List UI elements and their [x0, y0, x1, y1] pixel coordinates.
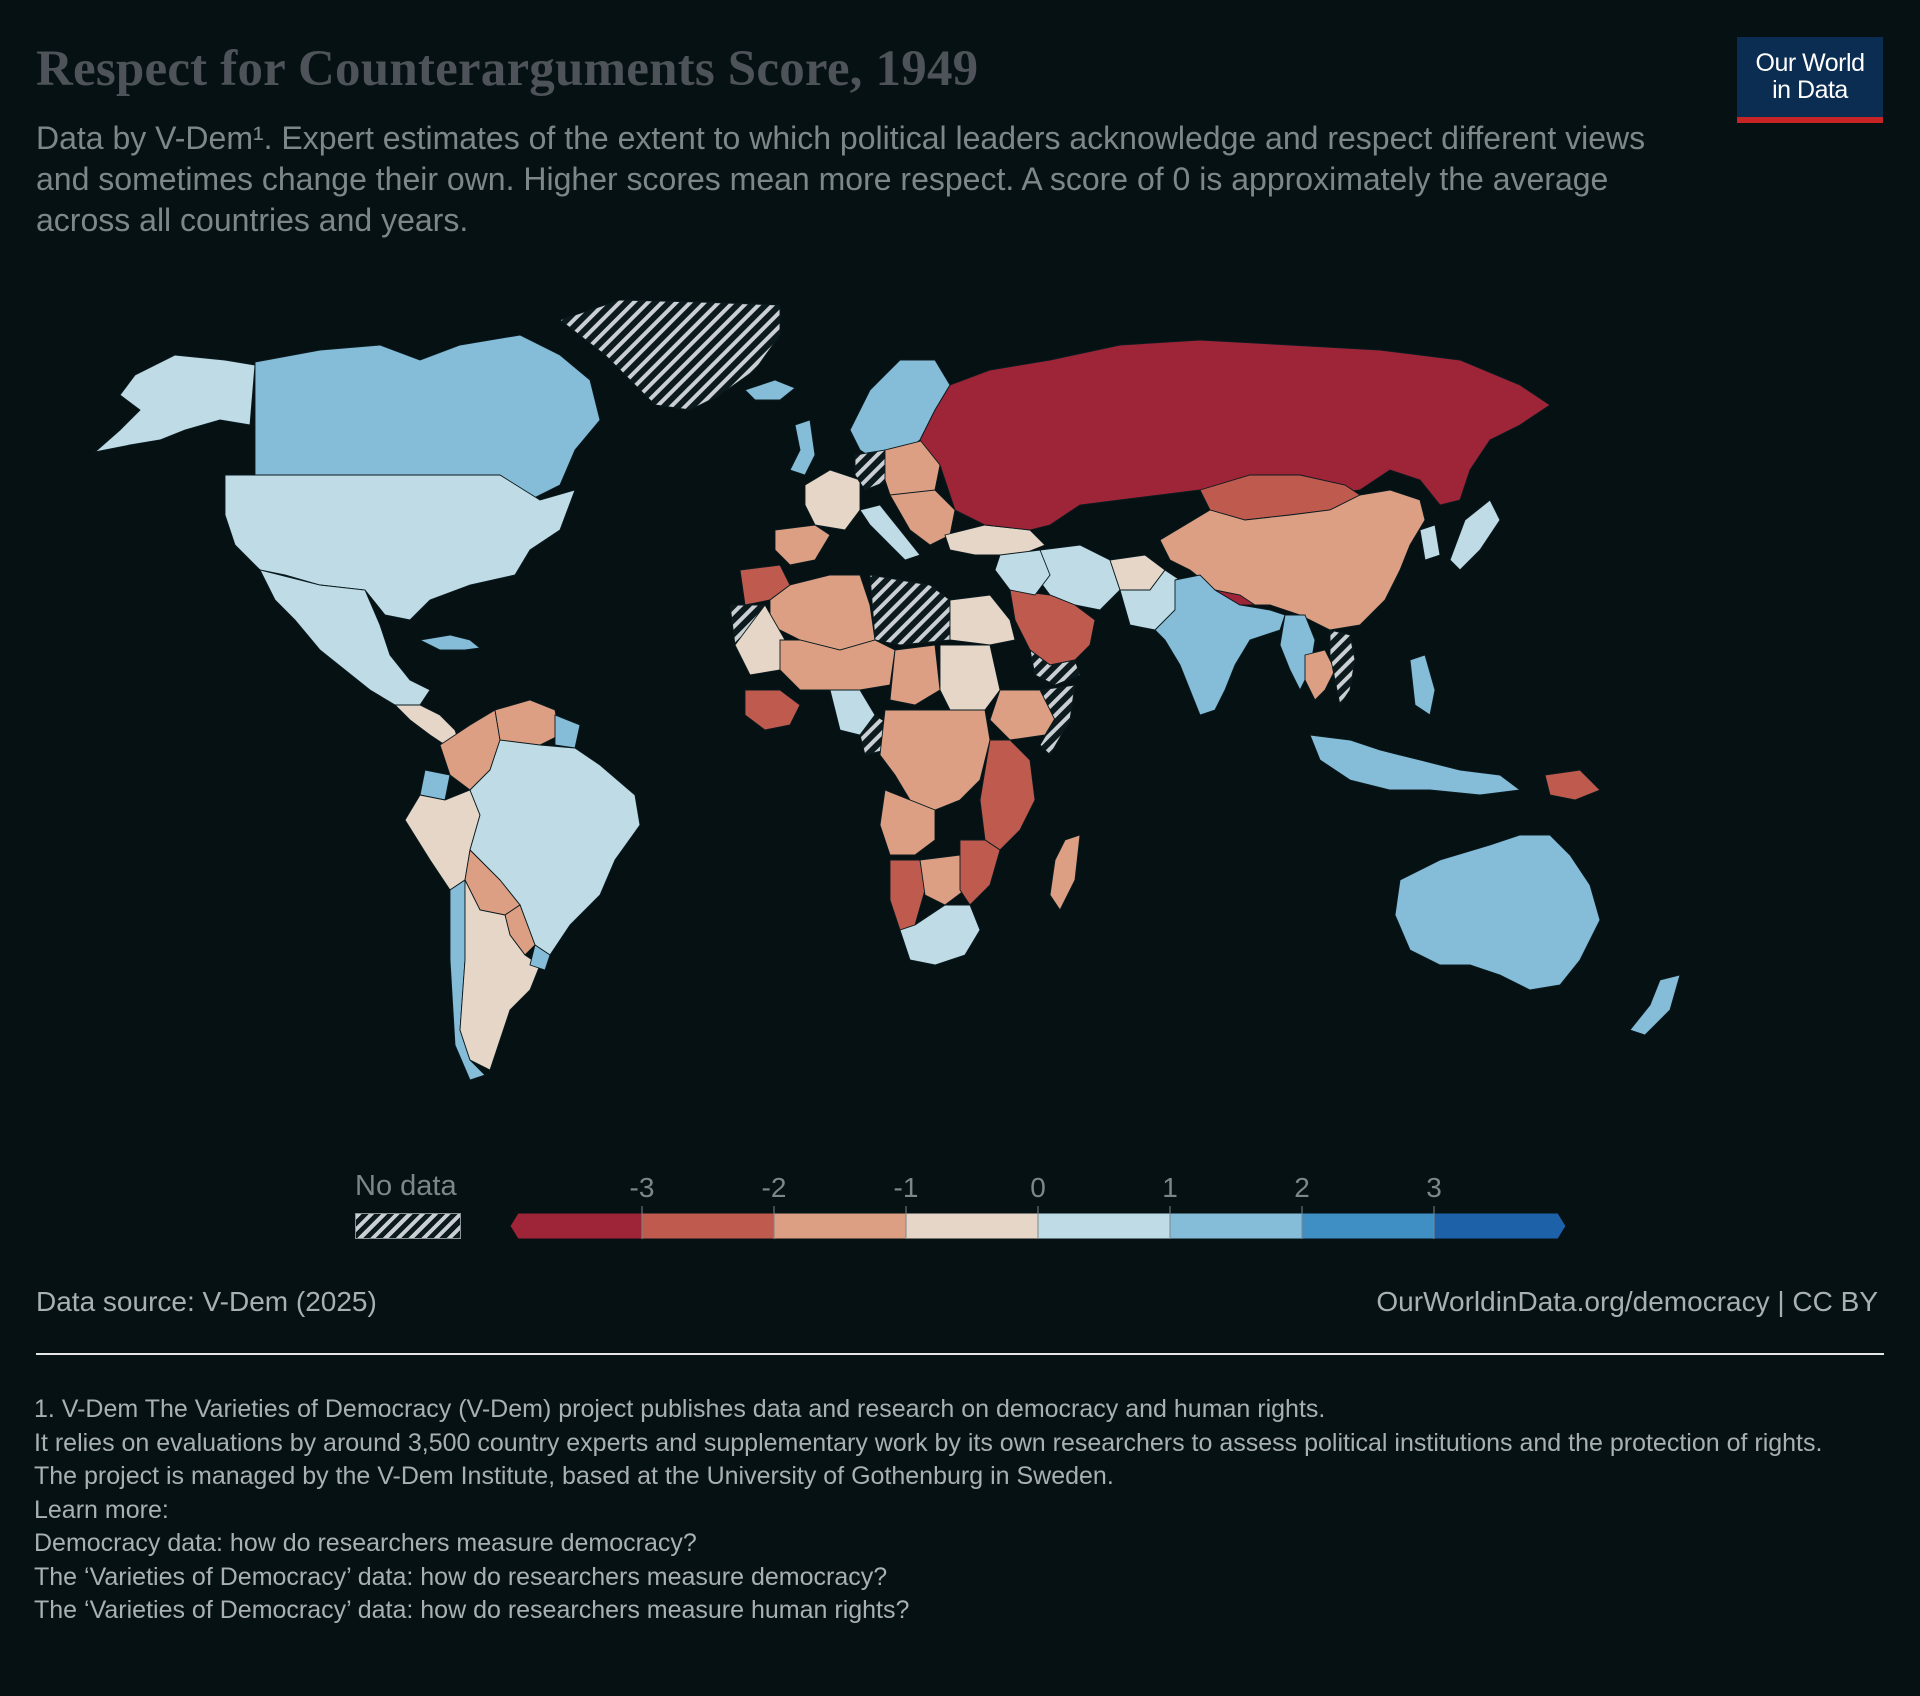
region-guyana[interactable]: [554, 714, 581, 749]
region-australia[interactable]: [1394, 834, 1601, 991]
footnote-2: It relies on evaluations by around 3,500…: [34, 1428, 1823, 1457]
region-united-states[interactable]: [224, 474, 576, 621]
region-argentina[interactable]: [459, 879, 541, 1071]
region-east-africa[interactable]: [979, 739, 1036, 851]
region-somalia[interactable]: [1039, 684, 1076, 756]
region-cuba[interactable]: [418, 634, 482, 651]
region-central-africa[interactable]: [879, 709, 991, 811]
region-botswana[interactable]: [919, 854, 966, 906]
region-germany[interactable]: [854, 449, 891, 491]
region-chad[interactable]: [889, 644, 941, 706]
region-iceland[interactable]: [744, 379, 796, 401]
legend-bin-8[interactable]: [1433, 1212, 1567, 1240]
data-source: Data source: V-Dem (2025): [36, 1286, 377, 1317]
legend-no-data-label: No data: [355, 1170, 457, 1202]
footer-divider: [36, 1353, 1884, 1355]
region-mozambique[interactable]: [959, 839, 1001, 906]
region-yemen[interactable]: [1029, 648, 1081, 686]
region-sudan[interactable]: [939, 644, 1001, 711]
legend-tick-label: -1: [894, 1172, 919, 1203]
region-philippines[interactable]: [1409, 654, 1436, 716]
world-map: [93, 299, 1681, 1081]
footnote-3: The project is managed by the V-Dem Inst…: [34, 1462, 1114, 1490]
region-uk[interactable]: [789, 419, 816, 476]
region-west-coast[interactable]: [744, 689, 801, 731]
footnote-link-2[interactable]: The ‘Varieties of Democracy’ data: how d…: [34, 1562, 888, 1591]
region-egypt[interactable]: [949, 594, 1016, 646]
region-vietnam[interactable]: [1329, 629, 1356, 707]
legend-bin-3[interactable]: [773, 1212, 907, 1240]
legend-bin-1[interactable]: [509, 1212, 643, 1240]
chart-title: Respect for Counterarguments Score, 1949: [36, 41, 979, 97]
region-new-zealand[interactable]: [1629, 974, 1681, 1036]
region-alaska[interactable]: [93, 354, 256, 453]
region-nepal[interactable]: [1214, 589, 1257, 606]
region-spain[interactable]: [774, 524, 831, 566]
region-france[interactable]: [804, 469, 861, 531]
region-angola[interactable]: [879, 789, 936, 856]
region-thailand[interactable]: [1304, 649, 1336, 701]
region-indonesia[interactable]: [1309, 734, 1522, 796]
region-greenland[interactable]: [559, 299, 781, 411]
legend-tick-label: 0: [1030, 1172, 1046, 1203]
legend-tick-label: 3: [1426, 1172, 1442, 1203]
footnotes: 1. V-Dem The Varieties of Democracy (V-D…: [34, 1393, 1884, 1628]
source-url[interactable]: OurWorldinData.org/democracy | CC BY: [1376, 1286, 1878, 1317]
region-papua-new-guinea[interactable]: [1544, 769, 1601, 801]
legend-tick-label: 1: [1162, 1172, 1178, 1203]
region-libya[interactable]: [869, 574, 951, 646]
legend-no-data-swatch[interactable]: [355, 1213, 461, 1239]
region-namibia[interactable]: [889, 859, 926, 931]
region-arabia[interactable]: [1009, 589, 1096, 666]
region-italy[interactable]: [859, 504, 921, 561]
footnote-link-3[interactable]: The ‘Varieties of Democracy’ data: how d…: [34, 1596, 910, 1624]
legend-bin-4[interactable]: [905, 1212, 1039, 1240]
legend-tick-label: 2: [1294, 1172, 1310, 1203]
legend-bin-5[interactable]: [1037, 1212, 1171, 1240]
region-uruguay[interactable]: [529, 944, 551, 971]
region-japan[interactable]: [1449, 499, 1501, 571]
legend-tick-label: -3: [630, 1172, 655, 1203]
region-south-africa[interactable]: [899, 904, 981, 966]
region-madagascar[interactable]: [1049, 834, 1081, 911]
region-iraq-syria[interactable]: [994, 549, 1051, 596]
region-algeria[interactable]: [769, 574, 876, 651]
legend-bin-6[interactable]: [1169, 1212, 1303, 1240]
chart-subtitle: Data by V-Dem¹. Expert estimates of the …: [36, 120, 1646, 238]
legend-bin-7[interactable]: [1301, 1212, 1435, 1240]
footnote-1: 1. V-Dem The Varieties of Democracy (V-D…: [34, 1395, 1326, 1423]
footnote-link-1[interactable]: Democracy data: how do researchers measu…: [34, 1529, 697, 1557]
owid-logo[interactable]: Our World in Data: [1737, 37, 1883, 123]
color-legend: -3 -2 -1 0 1 2 3: [509, 1172, 1567, 1240]
legend-bin-2[interactable]: [641, 1212, 775, 1240]
footnote-4: Learn more:: [34, 1495, 169, 1524]
region-mali-niger[interactable]: [779, 639, 896, 691]
region-russia[interactable]: [919, 339, 1551, 531]
legend-tick-label: -2: [762, 1172, 787, 1203]
region-korea[interactable]: [1419, 524, 1441, 561]
